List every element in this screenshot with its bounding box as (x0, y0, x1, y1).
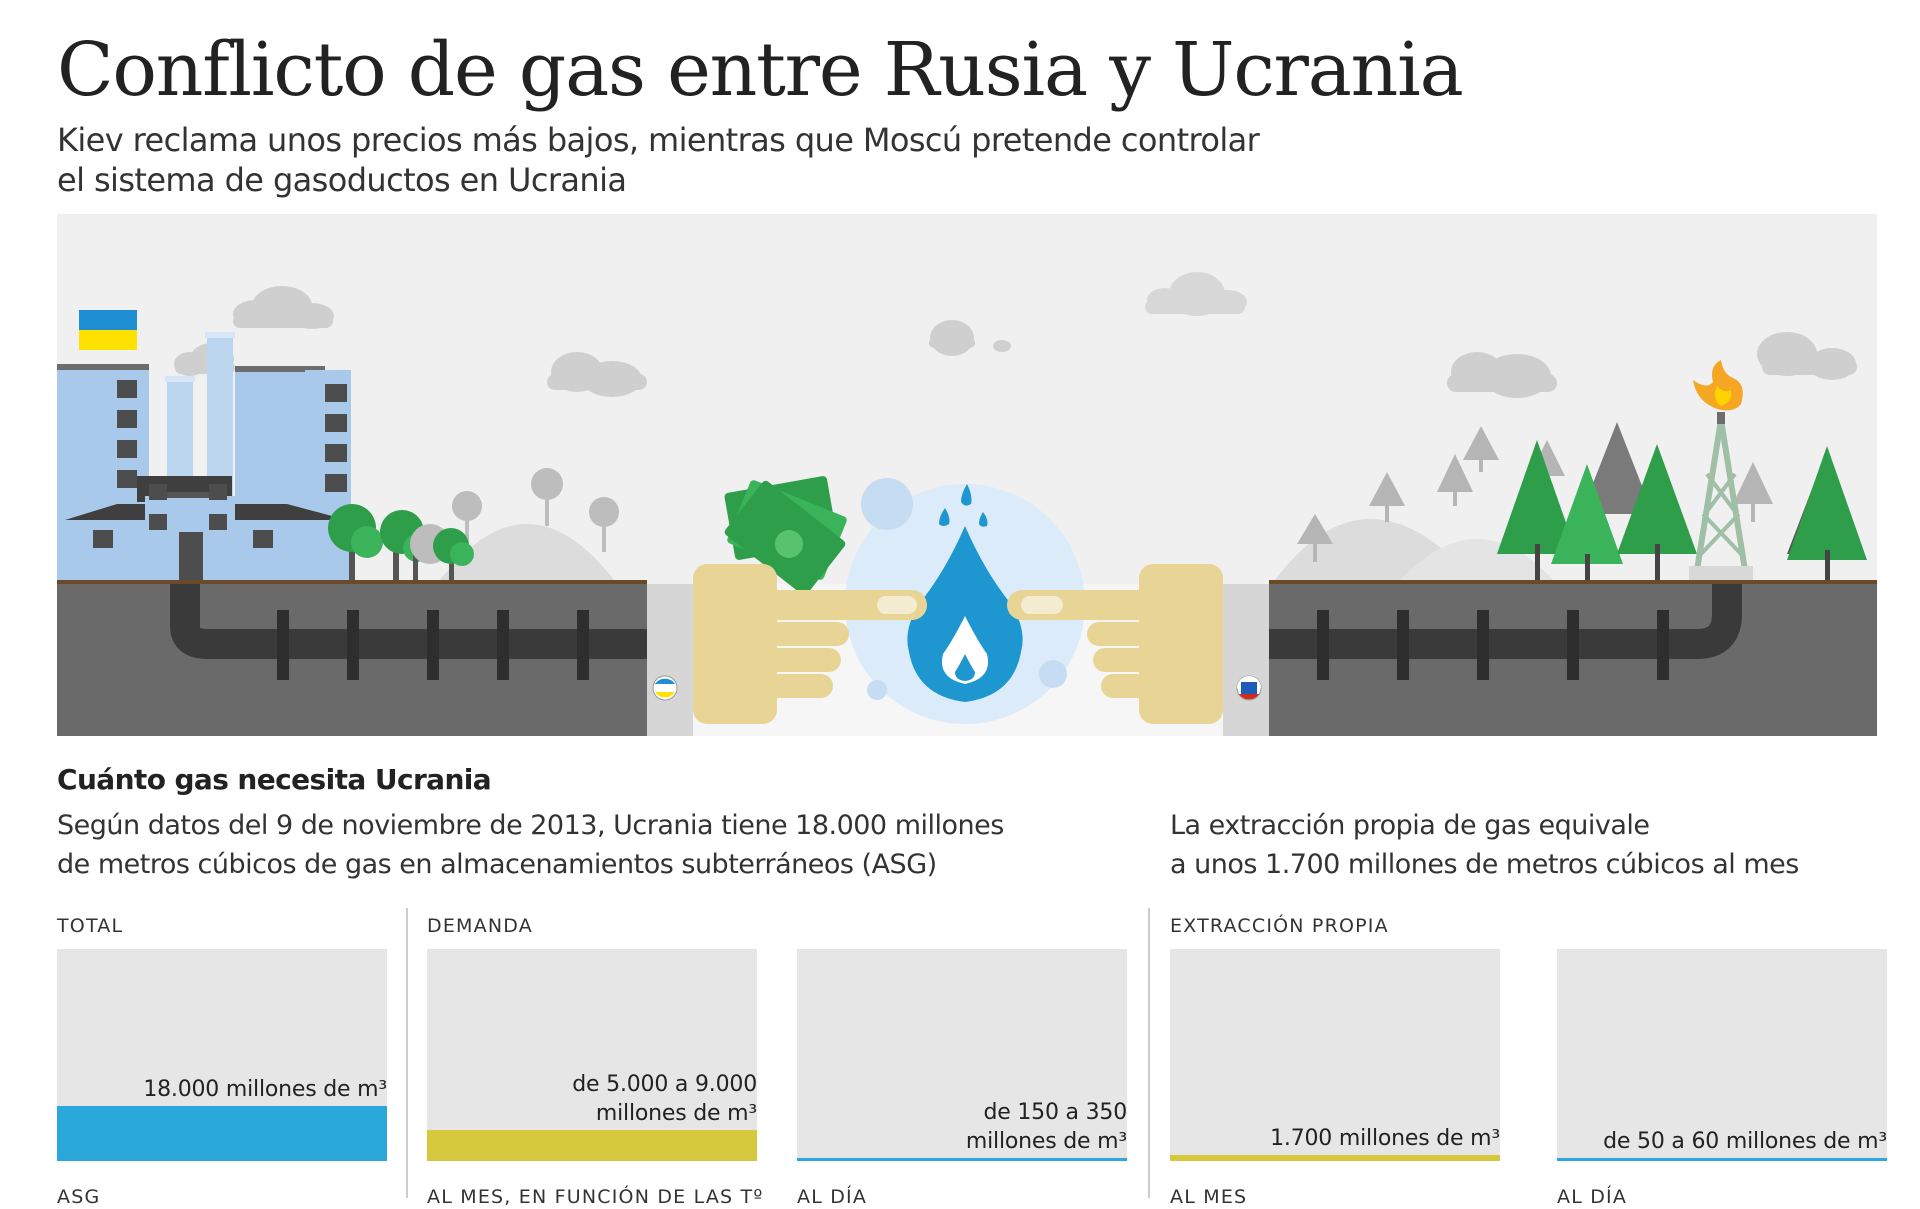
cloud-icon (1145, 272, 1247, 316)
pine-tree-icon (1581, 422, 1653, 514)
left-description: Según datos del 9 de noviembre de 2013, … (57, 806, 1004, 884)
panel-caption: 18.000 millones de m³ (143, 1077, 387, 1102)
pine-tree-icon (1497, 440, 1577, 580)
tree-icon (433, 528, 474, 584)
pine-tree-icon (1297, 514, 1333, 562)
panel-caption: de 150 a 350 millones de m³ (965, 1100, 1127, 1154)
description-line: Según datos del 9 de noviembre de 2013, … (57, 810, 1004, 841)
tree-icon (452, 491, 482, 552)
panel-demanda-dia: de 150 a 350 millones de m³ (797, 949, 1127, 1161)
pine-tree-icon (1787, 446, 1867, 580)
group-label-total: TOTAL (57, 915, 124, 937)
description-line: a unos 1.700 millones de metros cúbicos … (1170, 849, 1799, 880)
gas-flame-icon (1693, 360, 1743, 411)
panel-extraccion-dia: de 50 a 60 millones de m³ (1557, 949, 1887, 1161)
panel-caption: 1.700 millones de m³ (1270, 1126, 1500, 1151)
cloud-icon (1447, 352, 1557, 398)
pine-tree-icon (1437, 454, 1473, 506)
panel-fill (427, 1130, 757, 1161)
panel-bottom-label: AL MES (1170, 1186, 1248, 1208)
russia-badge-icon (1236, 675, 1262, 701)
panel-fill (1170, 1155, 1500, 1161)
page-title: Conflicto de gas entre Rusia y Ucrania (57, 27, 1464, 113)
right-description: La extracción propia de gas equivale a u… (1170, 806, 1799, 884)
panel-bottom-label: AL DÍA (797, 1186, 868, 1208)
group-divider (406, 908, 408, 1198)
panel-bottom-label: AL MES, EN FUNCIÓN DE LAS Tº (427, 1186, 764, 1208)
panel-caption: de 5.000 a 9.000 millones de m³ (572, 1072, 757, 1126)
cloud-icon (233, 286, 334, 329)
pine-tree-icon (1617, 444, 1697, 580)
panel-fill (1557, 1158, 1887, 1161)
pine-tree-icon (1551, 464, 1623, 580)
panel-asg: 18.000 millones de m³ (57, 949, 387, 1161)
group-label-extraccion: EXTRACCIÓN PROPIA (1170, 915, 1389, 937)
page-subtitle: Kiev reclama unos precios más bajos, mie… (57, 120, 1357, 200)
panel-extraccion-mes: 1.700 millones de m³ (1170, 949, 1500, 1161)
group-label-demanda: DEMANDA (427, 915, 533, 937)
section-title: Cuánto gas necesita Ucrania (57, 763, 492, 796)
panel-bottom-label: ASG (57, 1186, 101, 1208)
panel-caption: de 50 a 60 millones de m³ (1603, 1129, 1887, 1154)
description-line: de metros cúbicos de gas en almacenamien… (57, 849, 937, 880)
description-line: La extracción propia de gas equivale (1170, 810, 1650, 841)
tree-icon (328, 504, 383, 584)
panel-bottom-label: AL DÍA (1557, 1186, 1628, 1208)
gas-rig-icon (1689, 412, 1753, 580)
pine-tree-icon (1369, 472, 1405, 522)
ukraine-flag (79, 310, 137, 350)
gas-conflict-illustration (57, 214, 1877, 736)
group-divider (1148, 908, 1150, 1198)
pine-tree-icon (1463, 426, 1499, 472)
banknotes-icon (724, 476, 847, 596)
subtitle-line: Kiev reclama unos precios más bajos, mie… (57, 121, 1260, 159)
gas-flame-drop-icon (907, 484, 1023, 702)
panel-fill (57, 1106, 387, 1161)
cloud-icon (1757, 332, 1857, 380)
pine-tree-icon (1733, 462, 1773, 522)
subtitle-line: el sistema de gasoductos en Ucrania (57, 161, 627, 199)
tree-icon (531, 468, 563, 526)
ukraine-badge-icon (652, 675, 678, 701)
cloud-icon (929, 320, 975, 356)
cloud-icon (547, 352, 647, 397)
tree-icon (589, 497, 619, 552)
cloud-icon (993, 340, 1011, 352)
panel-fill (797, 1158, 1127, 1161)
panel-demanda-mes: de 5.000 a 9.000 millones de m³ (427, 949, 757, 1161)
